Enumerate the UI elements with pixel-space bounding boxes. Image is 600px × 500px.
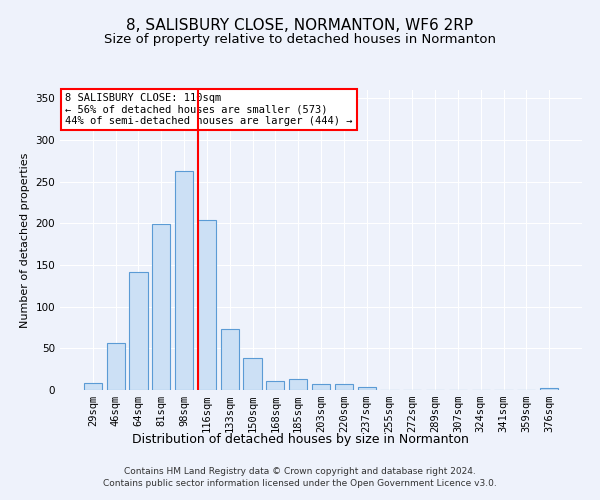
Bar	[130, 272, 148, 390]
Text: Contains HM Land Registry data © Crown copyright and database right 2024.: Contains HM Land Registry data © Crown c…	[124, 468, 476, 476]
Bar	[107, 342, 125, 390]
Text: 8, SALISBURY CLOSE, NORMANTON, WF6 2RP: 8, SALISBURY CLOSE, NORMANTON, WF6 2RP	[127, 18, 473, 32]
Bar	[221, 329, 239, 390]
Bar	[84, 382, 102, 390]
Bar	[198, 220, 216, 390]
Bar	[152, 224, 170, 390]
Bar	[289, 379, 307, 390]
Text: Size of property relative to detached houses in Normanton: Size of property relative to detached ho…	[104, 32, 496, 46]
Bar	[312, 384, 330, 390]
Text: Distribution of detached houses by size in Normanton: Distribution of detached houses by size …	[131, 432, 469, 446]
Bar	[540, 388, 558, 390]
Bar	[244, 358, 262, 390]
Text: 8 SALISBURY CLOSE: 110sqm
← 56% of detached houses are smaller (573)
44% of semi: 8 SALISBURY CLOSE: 110sqm ← 56% of detac…	[65, 93, 353, 126]
Y-axis label: Number of detached properties: Number of detached properties	[20, 152, 30, 328]
Bar	[358, 386, 376, 390]
Bar	[175, 171, 193, 390]
Text: Contains public sector information licensed under the Open Government Licence v3: Contains public sector information licen…	[103, 479, 497, 488]
Bar	[335, 384, 353, 390]
Bar	[266, 381, 284, 390]
